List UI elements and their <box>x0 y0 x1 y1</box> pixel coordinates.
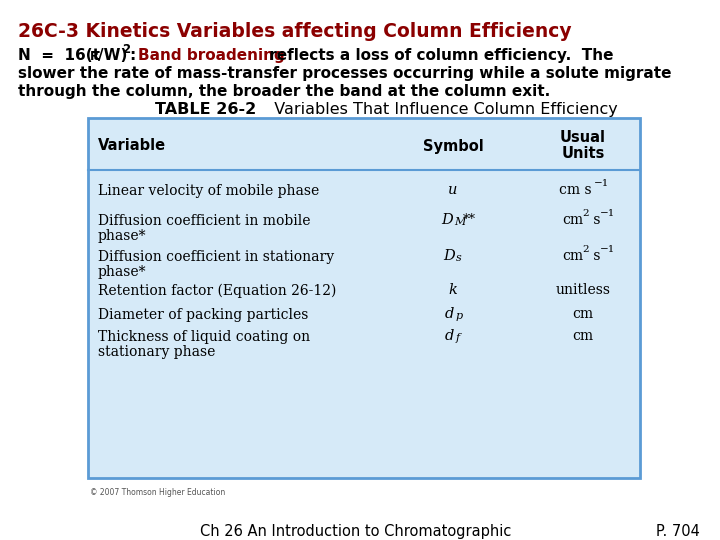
Text: N  =  16(t: N = 16(t <box>18 48 100 63</box>
Text: Ch 26 An Introduction to Chromatographic: Ch 26 An Introduction to Chromatographic <box>200 524 511 539</box>
Text: M: M <box>454 217 465 227</box>
Text: Diffusion coefficient in stationary: Diffusion coefficient in stationary <box>98 250 334 264</box>
Text: Thickness of liquid coating on: Thickness of liquid coating on <box>98 330 310 344</box>
Text: Units: Units <box>562 146 605 161</box>
Text: s: s <box>589 249 600 263</box>
Text: TABLE 26-2: TABLE 26-2 <box>155 102 256 117</box>
Text: Symbol: Symbol <box>423 138 483 153</box>
Text: D: D <box>443 249 455 263</box>
Text: reflects a loss of column efficiency.  The: reflects a loss of column efficiency. Th… <box>264 48 613 63</box>
Text: d: d <box>444 307 454 321</box>
Text: 2: 2 <box>582 209 589 218</box>
Text: phase*: phase* <box>98 229 146 243</box>
Text: cm: cm <box>562 249 584 263</box>
Text: Usual: Usual <box>560 131 606 145</box>
Text: 26C-3 Kinetics Variables affecting Column Efficiency: 26C-3 Kinetics Variables affecting Colum… <box>18 22 572 41</box>
Text: Diameter of packing particles: Diameter of packing particles <box>98 308 308 322</box>
Text: slower the rate of mass-transfer processes occurring while a solute migrate: slower the rate of mass-transfer process… <box>18 66 672 81</box>
Text: Variables That Influence Column Efficiency: Variables That Influence Column Efficien… <box>264 102 618 117</box>
Text: cm s: cm s <box>559 183 591 197</box>
Text: P. 704: P. 704 <box>656 524 700 539</box>
Text: Variable: Variable <box>98 138 166 153</box>
Bar <box>88 118 640 478</box>
Text: k: k <box>449 283 457 297</box>
Text: 2: 2 <box>582 245 589 254</box>
Text: p: p <box>456 311 463 321</box>
Text: unitless: unitless <box>556 283 611 297</box>
Text: Linear velocity of mobile phase: Linear velocity of mobile phase <box>98 184 319 198</box>
Text: phase*: phase* <box>98 265 146 279</box>
Text: Band broadening: Band broadening <box>138 48 284 63</box>
Text: cm: cm <box>572 307 593 321</box>
Text: D: D <box>441 213 453 227</box>
Text: −1: −1 <box>594 179 609 188</box>
Text: © 2007 Thomson Higher Education: © 2007 Thomson Higher Education <box>90 488 225 497</box>
Text: u: u <box>449 183 458 197</box>
Text: f: f <box>456 333 460 343</box>
Text: cm: cm <box>572 329 593 343</box>
Text: d: d <box>444 329 454 343</box>
Text: −1: −1 <box>600 245 616 254</box>
Text: /W): /W) <box>98 48 127 63</box>
Text: Retention factor (Equation 26-12): Retention factor (Equation 26-12) <box>98 284 336 299</box>
Text: R: R <box>90 50 99 63</box>
Text: :: : <box>130 48 142 63</box>
Text: s: s <box>456 253 462 263</box>
Text: Diffusion coefficient in mobile: Diffusion coefficient in mobile <box>98 214 310 228</box>
Text: cm: cm <box>562 213 584 227</box>
Text: through the column, the broader the band at the column exit.: through the column, the broader the band… <box>18 84 550 99</box>
Text: **: ** <box>463 213 476 226</box>
Text: −1: −1 <box>600 209 616 218</box>
Text: 2: 2 <box>122 43 130 56</box>
Text: stationary phase: stationary phase <box>98 345 215 359</box>
Text: s: s <box>589 213 600 227</box>
